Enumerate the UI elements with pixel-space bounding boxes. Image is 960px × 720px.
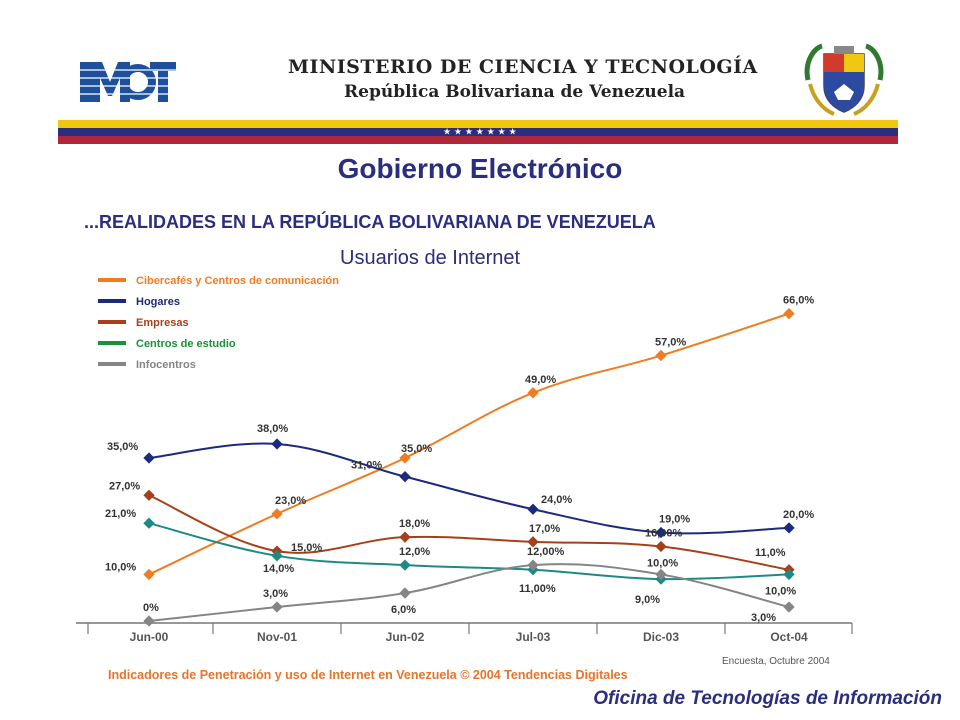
data-point [783, 522, 795, 534]
data-label: 10,0% [765, 585, 796, 597]
data-label: 24,0% [541, 494, 572, 506]
series-line [148, 312, 790, 576]
coat-of-arms-icon [804, 43, 884, 116]
survey-note: Encuesta, Octubre 2004 [722, 656, 830, 667]
data-point [143, 568, 155, 581]
data-point [271, 601, 283, 613]
ministry-title: MINISTERIO DE CIENCIA Y TECNOLOGÍA [288, 56, 758, 78]
data-point [143, 452, 155, 464]
chart-legend: Cibercafés y Centros de comunicación Hoga… [98, 275, 339, 371]
data-point [143, 489, 155, 501]
legend-label: Empresas [136, 317, 189, 329]
data-label: 57,0% [655, 337, 686, 349]
x-axis: Jun-00 Nov-01 Jun-02 Jul-03 Dic-03 Oct-04 [76, 622, 853, 644]
data-label: 15,0% [291, 542, 322, 554]
data-label: 3,0% [751, 612, 776, 624]
data-point [271, 550, 283, 562]
data-point [527, 387, 539, 399]
data-label: 66,0% [783, 295, 814, 307]
data-point [783, 568, 795, 581]
data-label: 10,0% [647, 557, 678, 569]
data-point [655, 540, 667, 553]
x-tick-label: Jul-03 [516, 630, 551, 644]
data-label: 12,0% [399, 546, 430, 558]
data-label: 16,00% [645, 527, 683, 539]
chart-series: 10,0% 23,0% 35,0% 49,0% 57,0% 66,0% 35,0% 38,0%… [105, 295, 814, 627]
data-point [655, 526, 667, 539]
data-label: 31,0% [351, 460, 382, 472]
page-title: Gobierno Electrónico [337, 153, 623, 184]
republic-subtitle: República Bolivariana de Venezuela [344, 82, 686, 102]
data-point [783, 307, 795, 320]
data-point [527, 536, 539, 548]
data-point [399, 531, 411, 543]
data-label: 9,0% [635, 594, 660, 606]
x-tick-label: Nov-01 [257, 630, 297, 644]
x-tick-label: Dic-03 [643, 630, 679, 644]
data-label: 21,0% [105, 508, 136, 520]
data-label: 0% [143, 602, 159, 614]
x-tick-label: Oct-04 [770, 630, 808, 644]
data-point [399, 470, 411, 483]
office-footer: Oficina de Tecnologías de Información [593, 688, 942, 709]
source-note: Indicadores de Penetración y uso de Inte… [108, 668, 628, 682]
data-label: 35,0% [401, 443, 432, 455]
chart-title: Usuarios de Internet [340, 247, 521, 269]
data-label: 14,0% [263, 563, 294, 575]
mct-logo [80, 62, 176, 102]
series-line [148, 563, 790, 622]
legend-label: Infocentros [136, 359, 196, 371]
flag-stars: ★ ★ ★ ★ ★ ★ ★ [443, 128, 517, 138]
data-point [527, 559, 539, 571]
data-label: 23,0% [275, 495, 306, 507]
series-line [148, 442, 790, 535]
data-label: 11,00% [519, 583, 556, 595]
data-label: 27,0% [109, 480, 140, 492]
data-point [783, 601, 795, 613]
x-tick-label: Jun-00 [130, 630, 169, 644]
data-point [143, 517, 155, 529]
data-label: 6,0% [391, 604, 416, 616]
data-point [655, 568, 667, 581]
data-label: 20,0% [783, 509, 814, 521]
data-label: 19,0% [659, 514, 690, 526]
x-tick-label: Jun-02 [386, 630, 425, 644]
series-line [148, 522, 790, 581]
data-label: 49,0% [525, 374, 556, 386]
data-label: 35,0% [107, 441, 138, 453]
data-point [399, 452, 411, 464]
legend-label: Cibercafés y Centros de comunicación [136, 275, 339, 287]
data-label: 11,0% [755, 547, 786, 559]
series-line [148, 494, 790, 571]
flag-band: ★ ★ ★ ★ ★ ★ ★ [58, 120, 898, 144]
legend-label: Hogares [136, 296, 180, 308]
data-point [527, 503, 539, 515]
data-point [655, 349, 667, 362]
legend-label: Centros de estudio [136, 338, 236, 350]
data-label: 10,0% [105, 561, 136, 573]
data-label: 3,0% [263, 588, 288, 600]
data-point [399, 559, 411, 571]
data-point [399, 587, 411, 599]
data-label: 38,0% [257, 423, 288, 435]
data-point [143, 615, 155, 627]
data-point [271, 508, 283, 520]
data-label: 17,0% [529, 523, 560, 535]
section-subtitle: ...REALIDADES EN LA REPÚBLICA BOLIVARIAN… [84, 212, 656, 232]
data-point [271, 438, 283, 450]
data-label: 12,00% [527, 546, 565, 558]
data-label: 18,0% [399, 518, 430, 530]
